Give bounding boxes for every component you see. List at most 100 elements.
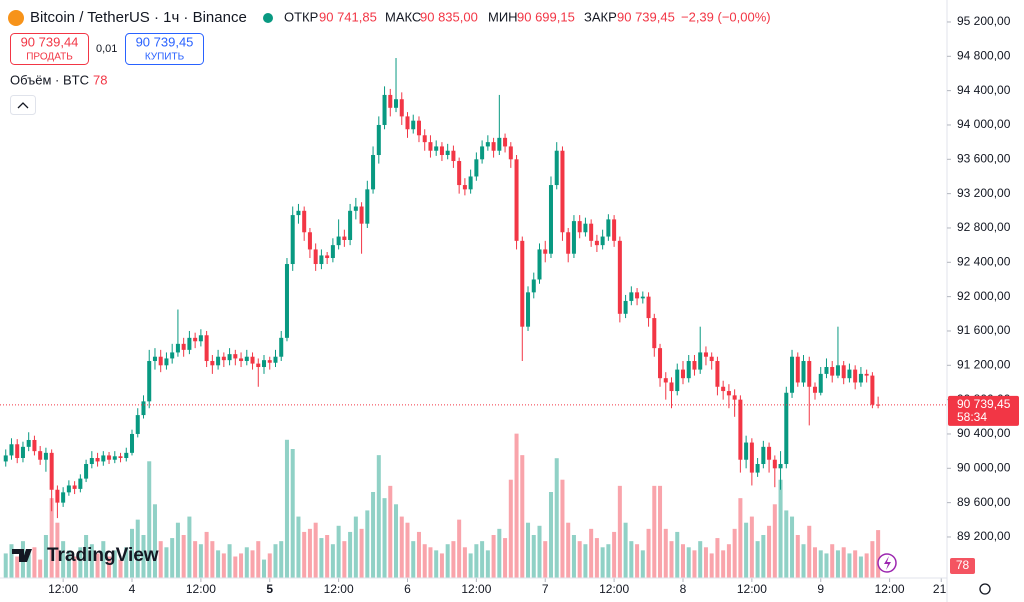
candle-body (692, 361, 697, 370)
volume-bar (158, 541, 163, 578)
y-tick-label: 94 400,00 (957, 83, 1011, 97)
volume-bar (600, 547, 605, 578)
candle-body (784, 392, 789, 465)
volume-bar (503, 538, 508, 578)
sell-button[interactable]: 90 739,44 ПРОДАТЬ (10, 33, 89, 65)
candle-body (577, 221, 582, 233)
ohlc-key: ОТКР (284, 9, 318, 24)
candle-body (439, 146, 444, 156)
collapse-frame[interactable] (10, 95, 36, 115)
volume-bar (692, 550, 697, 578)
candle-body (485, 142, 490, 147)
candle-body (279, 337, 284, 357)
candle-body (853, 369, 858, 383)
x-tick-label: 12:00 (875, 582, 905, 596)
volume-bar (801, 544, 806, 578)
candle-body (55, 489, 60, 503)
volume-bar (388, 485, 393, 578)
volume-bar (795, 535, 800, 578)
candle-body (296, 210, 301, 216)
volume-bar (772, 504, 777, 578)
volume-bar (198, 544, 203, 578)
volume-tag (950, 558, 975, 574)
candle-body (537, 249, 542, 280)
volume-bar (32, 547, 37, 578)
candle-body (158, 356, 163, 366)
candle-body (772, 459, 777, 469)
volume-bar (307, 528, 312, 578)
candle-body (606, 219, 611, 237)
brand-logo[interactable]: TradingView (12, 545, 159, 566)
alert-bolt[interactable] (884, 556, 891, 570)
x-tick-label: 12:00 (186, 582, 216, 596)
candle-body (216, 356, 221, 366)
volume-bar (824, 553, 829, 578)
ohlc-value: 90 835,00 (420, 9, 478, 24)
candle-body (514, 159, 519, 241)
overlay: Bitcoin / TetherUS · 1ч · Binance ОТКР 9… (8, 9, 1019, 595)
candle-body (531, 279, 536, 293)
volume-bar (256, 541, 261, 578)
candle-body (864, 373, 869, 376)
x-tick-label: 12:00 (737, 582, 767, 596)
volume-bar (221, 553, 226, 578)
candle-body (129, 433, 135, 453)
candle-body (790, 356, 795, 393)
candle-body (342, 236, 347, 240)
volume-bar (147, 461, 152, 578)
volume-bar (698, 541, 703, 578)
volume-bar (38, 559, 43, 578)
candle-body (612, 219, 617, 241)
buy-price[interactable]: 90 739,45 (136, 34, 194, 49)
buy-button-frame[interactable] (125, 33, 204, 65)
candle-body (658, 348, 663, 379)
y-tick-label: 93 600,00 (957, 151, 1011, 165)
sell-button-frame[interactable] (10, 33, 89, 65)
ohlc-key: ЗАКР (584, 9, 617, 24)
volume-bar (761, 535, 766, 578)
sell-price[interactable]: 90 739,44 (21, 34, 79, 49)
volume-bar (709, 553, 714, 578)
brand-name[interactable]: TradingView (47, 545, 159, 566)
volume-bar (548, 492, 553, 578)
volume-bar (279, 541, 284, 578)
symbol[interactable]: Bitcoin / TetherUS · 1ч · Binance (30, 9, 247, 26)
ohlc-key: МИН (488, 9, 518, 24)
sell-label[interactable]: ПРОДАТЬ (26, 52, 73, 63)
buy-button[interactable]: 90 739,45 КУПИТЬ (125, 33, 204, 65)
volume-bar (778, 479, 783, 578)
candle-body (26, 439, 31, 447)
candle-body (755, 464, 760, 473)
candle-body (152, 356, 157, 362)
candle-body (262, 360, 267, 368)
volume-bar (652, 485, 657, 578)
volume-bar (284, 439, 289, 578)
candle-body (210, 361, 215, 366)
ohlc-value: 90 739,45 (617, 9, 675, 24)
candle-body (66, 485, 71, 493)
candle-body (428, 142, 433, 151)
y-tick-label: 91 600,00 (957, 323, 1011, 337)
volume-bar (290, 449, 295, 578)
candle-body (583, 223, 588, 233)
volume-bar (239, 553, 244, 578)
candle-body (520, 240, 525, 327)
candle-body (709, 356, 714, 362)
brand-icon[interactable] (12, 549, 32, 562)
volume-bar (135, 519, 140, 578)
y-tick-label: 93 200,00 (957, 186, 1011, 200)
candle-body (290, 215, 295, 265)
candle-body (273, 356, 278, 363)
market-status[interactable] (263, 13, 273, 23)
volume-bar (594, 538, 599, 578)
volume-bar (193, 541, 198, 578)
collapse-icon[interactable] (17, 102, 29, 109)
volume-bar (680, 544, 685, 578)
candle-body (870, 375, 875, 405)
candle-body (164, 358, 169, 366)
volume-bar (405, 522, 410, 578)
buy-label[interactable]: КУПИТЬ (145, 52, 185, 63)
volume-bar (302, 531, 307, 578)
collapse-button[interactable] (10, 95, 36, 115)
settings-icon[interactable] (979, 583, 991, 595)
